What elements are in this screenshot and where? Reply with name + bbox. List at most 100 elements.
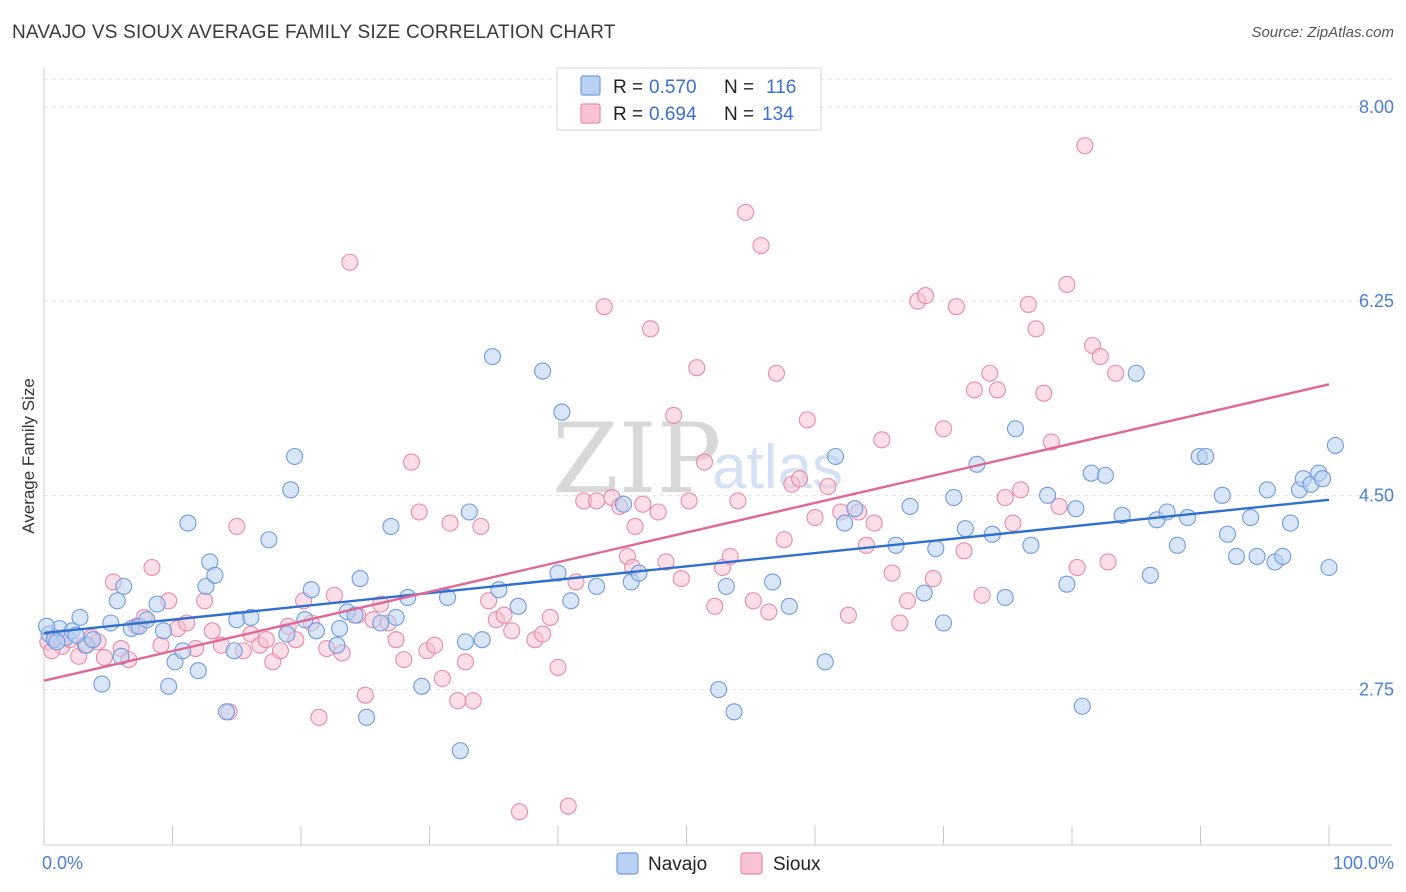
sioux-point bbox=[1099, 553, 1117, 571]
navajo-point bbox=[1073, 697, 1091, 715]
sioux-point bbox=[955, 542, 973, 560]
navajo-point bbox=[614, 495, 633, 513]
sioux-point bbox=[706, 597, 724, 615]
navajo-point bbox=[225, 642, 243, 660]
navajo-point bbox=[509, 597, 527, 615]
sioux-point bbox=[1012, 481, 1030, 499]
legend-r-label-sioux: R = bbox=[613, 104, 643, 125]
navajo-point bbox=[282, 481, 300, 499]
navajo-point bbox=[217, 703, 236, 721]
navajo-point bbox=[328, 636, 346, 654]
sioux-point bbox=[449, 692, 467, 710]
navajo-point bbox=[1141, 566, 1159, 584]
bottom-legend-sioux: Sioux bbox=[773, 854, 821, 875]
sioux-point bbox=[1042, 433, 1060, 451]
navajo-point bbox=[553, 403, 571, 421]
navajo-point bbox=[154, 622, 173, 640]
navajo-point bbox=[996, 588, 1014, 607]
navajo-point bbox=[1213, 486, 1231, 504]
navajo-point bbox=[302, 581, 320, 599]
sioux-point bbox=[325, 586, 343, 604]
sioux-point bbox=[402, 453, 421, 471]
navajo-point bbox=[438, 588, 457, 607]
sioux-point bbox=[1076, 137, 1094, 155]
sioux-point bbox=[503, 622, 521, 640]
sioux-point bbox=[819, 477, 837, 496]
sioux-point bbox=[744, 592, 762, 610]
navajo-point bbox=[956, 520, 974, 538]
navajo-point bbox=[242, 608, 260, 627]
sioux-point bbox=[426, 636, 444, 654]
navajo-point bbox=[189, 662, 207, 680]
navajo-point bbox=[372, 614, 390, 632]
sioux-point bbox=[688, 359, 706, 377]
navajo-point bbox=[357, 708, 376, 726]
navajo-point bbox=[764, 573, 782, 591]
y-axis-label: Average Family Size bbox=[19, 378, 38, 534]
sioux-point bbox=[839, 606, 857, 624]
navajo-point bbox=[115, 577, 133, 595]
navajo-point bbox=[1168, 536, 1186, 554]
sioux-point bbox=[798, 411, 816, 429]
sioux-point bbox=[924, 570, 942, 588]
sioux-point bbox=[310, 708, 328, 726]
navajo-point bbox=[846, 500, 864, 518]
sioux-point bbox=[341, 253, 359, 271]
navajo-point bbox=[901, 497, 919, 516]
navajo-point bbox=[451, 742, 469, 760]
navajo-point bbox=[148, 595, 166, 613]
navajo-point bbox=[1314, 470, 1332, 488]
navajo-point bbox=[460, 503, 478, 521]
navajo-trend-line bbox=[43, 498, 1330, 635]
navajo-point bbox=[1127, 364, 1145, 382]
sioux-point bbox=[228, 517, 246, 535]
sioux-point bbox=[1107, 364, 1125, 382]
sioux-point bbox=[767, 364, 786, 382]
sioux-point bbox=[996, 489, 1014, 507]
sioux-point bbox=[95, 648, 113, 666]
sioux-point bbox=[1035, 384, 1053, 402]
sioux-point bbox=[152, 636, 170, 654]
legend-n-label-navajo: N = bbox=[724, 77, 754, 98]
sioux-point bbox=[1091, 348, 1109, 366]
navajo-point bbox=[330, 619, 349, 638]
stats-legend: R = 0.570 N = 116 R = 0.694 N = 134 bbox=[556, 67, 822, 131]
sioux-point bbox=[534, 625, 552, 643]
navajo-point bbox=[1258, 481, 1276, 499]
sioux-point bbox=[1027, 320, 1045, 338]
sioux-trend-line bbox=[43, 383, 1330, 682]
sioux-point bbox=[752, 237, 770, 255]
sioux-point bbox=[1068, 558, 1086, 577]
navajo-point bbox=[278, 625, 296, 643]
legend-r-value-sioux: 0.694 bbox=[649, 104, 697, 125]
navajo-point bbox=[84, 631, 102, 649]
navajo-point bbox=[387, 608, 405, 627]
navajo-point bbox=[286, 447, 304, 466]
sioux-point bbox=[1058, 275, 1076, 294]
sioux-point bbox=[916, 286, 935, 305]
sioux-point bbox=[626, 517, 644, 535]
legend-r-label-navajo: R = bbox=[613, 77, 643, 98]
navajo-point bbox=[1320, 558, 1338, 577]
legend-swatch-sioux bbox=[580, 103, 601, 124]
y-tick-labels: 2.75 4.50 6.25 8.00 bbox=[1359, 97, 1394, 700]
sioux-point bbox=[387, 631, 405, 649]
navajo-point bbox=[816, 653, 834, 671]
navajo-point bbox=[483, 348, 502, 366]
navajo-point bbox=[710, 681, 728, 699]
sioux-point bbox=[806, 508, 824, 527]
navajo-point bbox=[1067, 500, 1085, 518]
navajo-point bbox=[473, 631, 491, 649]
sioux-point bbox=[464, 692, 482, 710]
navajo-point bbox=[1096, 466, 1114, 484]
sioux-point bbox=[356, 686, 374, 704]
sioux-point bbox=[559, 797, 577, 815]
sioux-point bbox=[641, 320, 660, 338]
sioux-point bbox=[672, 570, 690, 588]
sioux-point bbox=[934, 420, 953, 438]
navajo-point bbox=[1113, 506, 1131, 524]
sioux-point bbox=[981, 364, 999, 382]
navajo-point bbox=[1058, 575, 1076, 593]
navajo-point bbox=[413, 677, 431, 695]
